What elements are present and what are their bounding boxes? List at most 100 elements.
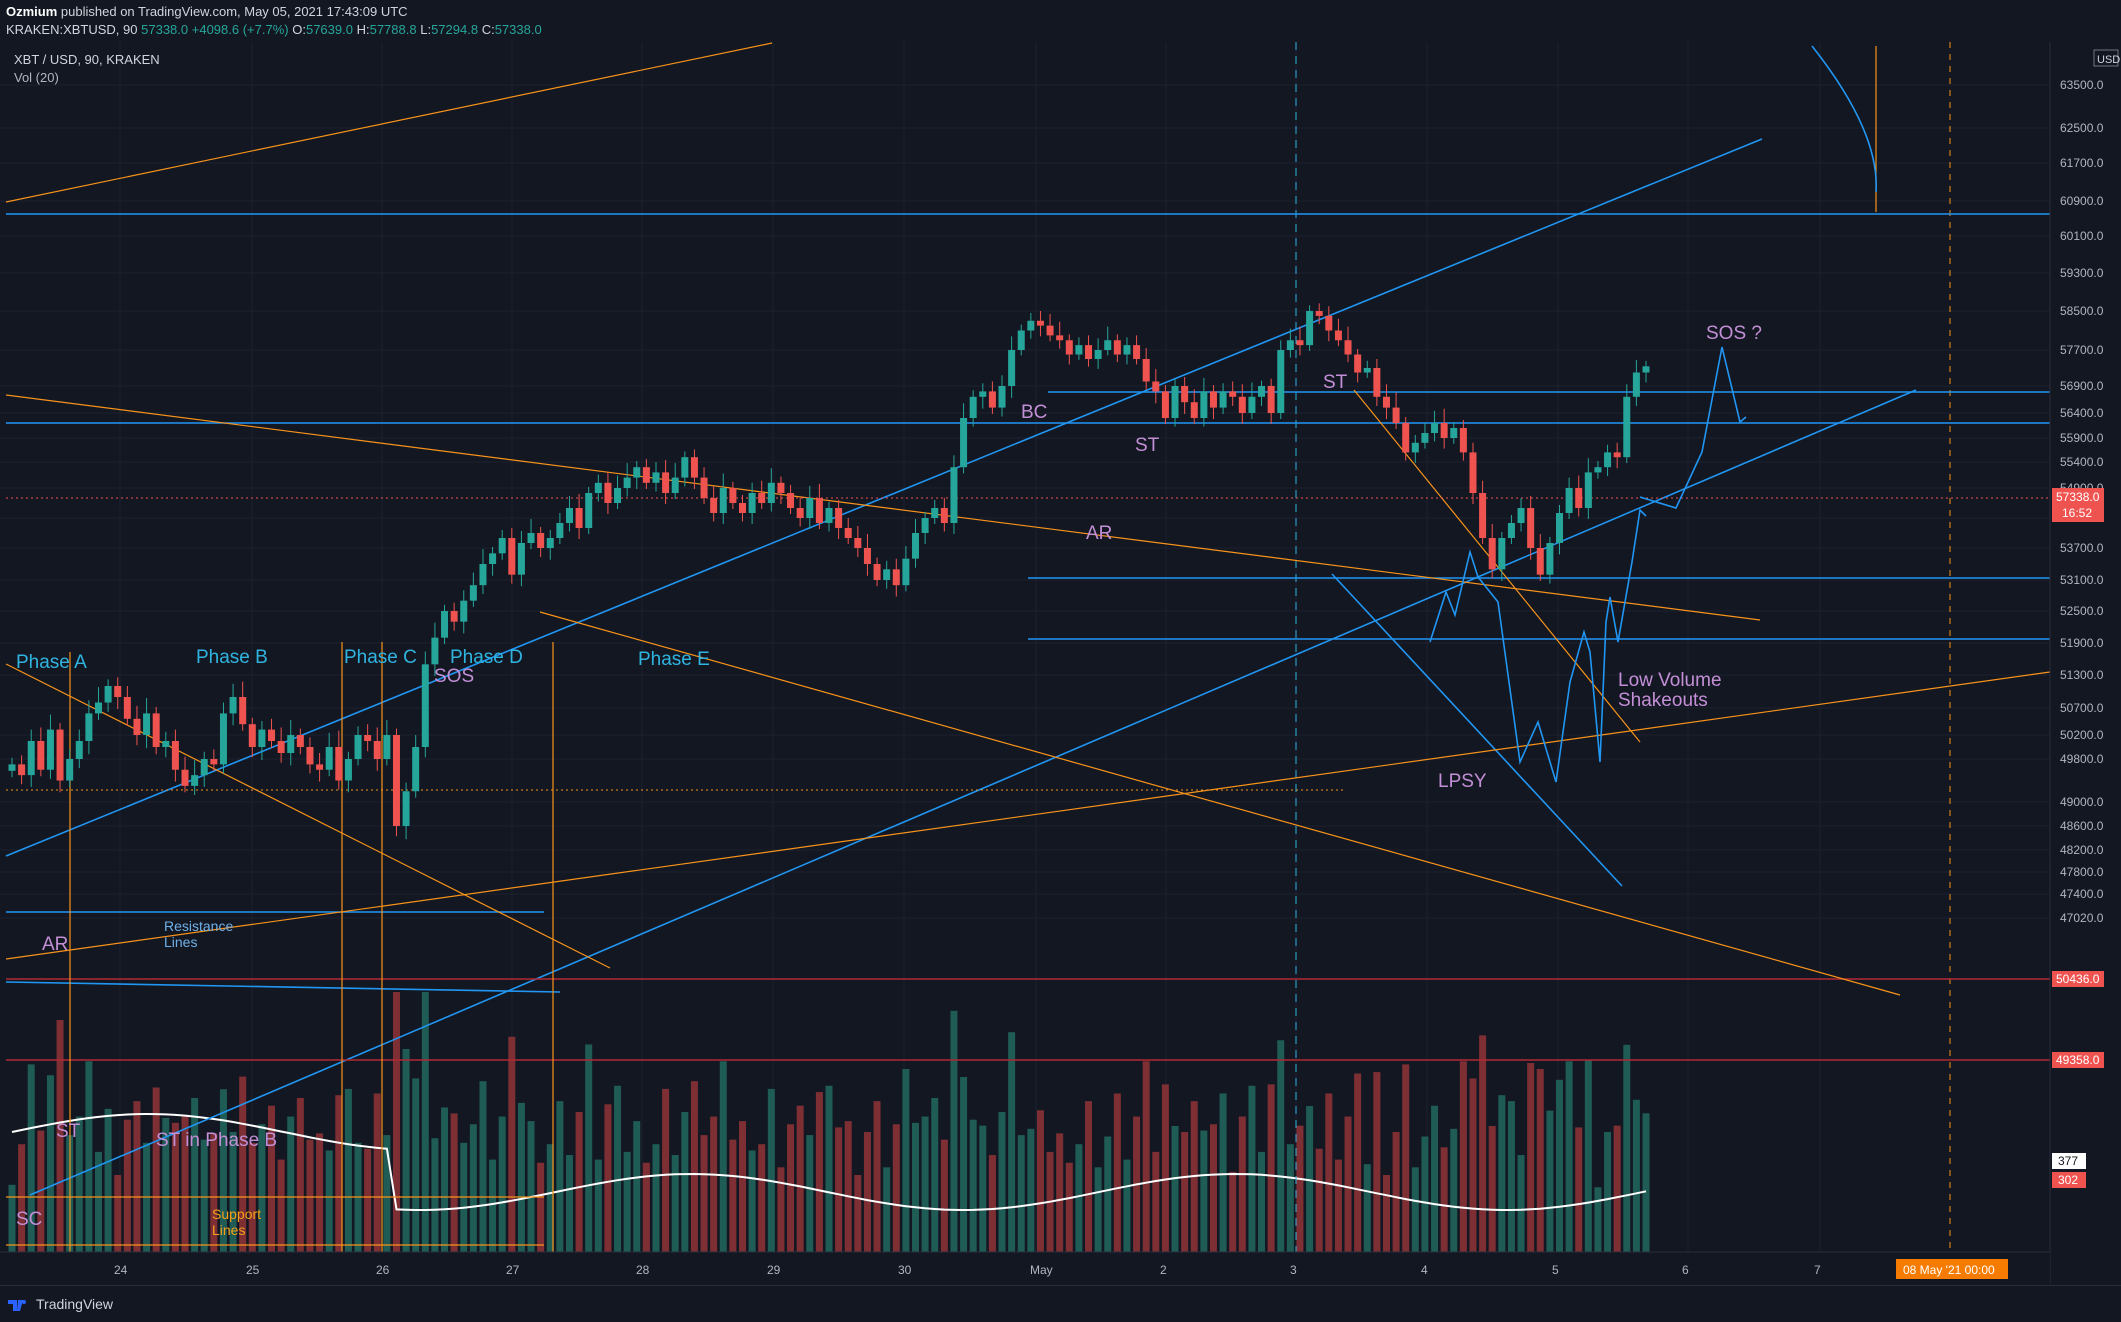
- volume-bar: [431, 1138, 439, 1252]
- volume-bar: [546, 1144, 554, 1252]
- tradingview-brand[interactable]: TradingView: [8, 1296, 113, 1312]
- volume-bar: [277, 1159, 285, 1252]
- candle-body: [594, 482, 602, 493]
- price-tick: 56400.0: [2060, 406, 2104, 420]
- candle-body: [1584, 472, 1592, 508]
- candle-body: [931, 508, 939, 518]
- candle-body: [441, 611, 449, 638]
- price-tick: 52500.0: [2060, 604, 2104, 618]
- candle-body: [1046, 325, 1054, 336]
- candle-body: [950, 467, 958, 523]
- label-phase-a: Phase A: [16, 652, 87, 673]
- candle-body: [85, 713, 93, 741]
- volume-bar: [1488, 1126, 1496, 1252]
- candle-body: [1056, 335, 1064, 341]
- candle-body: [556, 523, 564, 538]
- volume-bar: [1229, 1171, 1237, 1252]
- volume-bar: [1584, 1059, 1592, 1252]
- high-value: 57788.8: [369, 22, 417, 37]
- volume-bar: [1017, 1135, 1025, 1252]
- candle-body: [1094, 350, 1102, 359]
- candle-body: [1152, 381, 1160, 392]
- candle-body: [1431, 423, 1439, 433]
- candle-body: [681, 457, 689, 478]
- label-support-2: Lines: [212, 1222, 245, 1238]
- volume-bar: [344, 1088, 352, 1252]
- volume-bar: [1604, 1131, 1612, 1252]
- label-phase-d: Phase D: [450, 647, 523, 668]
- volume-bar: [335, 1095, 343, 1252]
- volume-bar: [787, 1124, 795, 1252]
- candle-body: [700, 477, 708, 498]
- price-axis[interactable]: [2050, 42, 2121, 1285]
- volume-bar: [114, 1175, 122, 1252]
- candle-body: [287, 735, 295, 753]
- volume-bar: [825, 1085, 833, 1252]
- volume-bar: [710, 1116, 718, 1252]
- price-tick: 47400.0: [2060, 887, 2104, 901]
- candle-body: [892, 569, 900, 586]
- time-tick: 4: [1421, 1263, 1428, 1277]
- candle-body: [1161, 391, 1169, 418]
- candle-body: [642, 467, 650, 483]
- price-tags: 57338.0 16:52 50436.0 49358.0 377 302: [2052, 488, 2104, 1188]
- volume-bar: [171, 1122, 179, 1252]
- label-ar-2: AR: [1086, 523, 1112, 544]
- volume-bar: [450, 1113, 458, 1252]
- volume-bar: [258, 1124, 266, 1252]
- label-phase-b: Phase B: [196, 647, 268, 668]
- candle-body: [719, 488, 727, 513]
- candle-body: [998, 386, 1006, 408]
- candle-body: [277, 741, 285, 753]
- candle-body: [210, 759, 218, 765]
- volume-bar: [1479, 1035, 1487, 1252]
- currency-badge[interactable]: [2093, 49, 2119, 67]
- volume-bar: [8, 1184, 16, 1252]
- candle-body: [1113, 340, 1121, 355]
- price-chart[interactable]: Phase A Phase B Phase C Phase D Phase E …: [0, 42, 2121, 1285]
- candle-body: [56, 729, 64, 781]
- volume-bar: [998, 1112, 1006, 1252]
- candle-body: [1267, 386, 1275, 413]
- volume-bar: [1642, 1113, 1650, 1252]
- candle-body: [796, 508, 804, 518]
- volume-bar: [1575, 1127, 1583, 1252]
- price-tick: 48200.0: [2060, 843, 2104, 857]
- candlesticks: [8, 303, 1650, 840]
- level-tag-2-value: 49358.0: [2056, 1053, 2100, 1067]
- author-name[interactable]: Ozmium: [6, 4, 58, 19]
- volume-bar: [1536, 1068, 1544, 1252]
- candle-body: [1402, 423, 1410, 453]
- time-axis[interactable]: [0, 1252, 2050, 1285]
- candle-body: [1142, 359, 1150, 382]
- candle-body: [1623, 396, 1631, 458]
- open-label: O:: [292, 22, 306, 37]
- candle-body: [1325, 315, 1333, 331]
- legend-pair: XBT / USD, 90, KRAKEN: [14, 52, 160, 67]
- time-axis-ticks: 24 25 26 27 28 29 30 May 2 3 4 5 6 7: [114, 1263, 1821, 1277]
- time-tick: 29: [767, 1263, 781, 1277]
- candle-body: [912, 533, 920, 559]
- volume-bar: [969, 1119, 977, 1252]
- volume-bar: [527, 1121, 535, 1252]
- volume-bar: [364, 1148, 372, 1252]
- publish-info: Ozmium published on TradingView.com, May…: [6, 4, 408, 19]
- candle-body: [1382, 396, 1390, 408]
- candle-body: [75, 741, 83, 759]
- label-sc: SC: [16, 1209, 42, 1230]
- candle-body: [191, 775, 199, 786]
- volume-bar: [1373, 1072, 1381, 1252]
- volume-bar: [1267, 1084, 1275, 1252]
- volume-bar: [537, 1162, 545, 1252]
- price-tick: 60900.0: [2060, 194, 2104, 208]
- volume-bar: [815, 1092, 823, 1252]
- candle-body: [671, 477, 679, 493]
- candle-body: [450, 611, 458, 622]
- candle-body: [37, 741, 45, 770]
- price-tick: 47800.0: [2060, 865, 2104, 879]
- candle-body: [373, 741, 381, 759]
- volume-bar: [421, 992, 429, 1252]
- candle-body: [1104, 340, 1112, 350]
- volume-bar: [806, 1135, 814, 1252]
- candle-body: [575, 508, 583, 528]
